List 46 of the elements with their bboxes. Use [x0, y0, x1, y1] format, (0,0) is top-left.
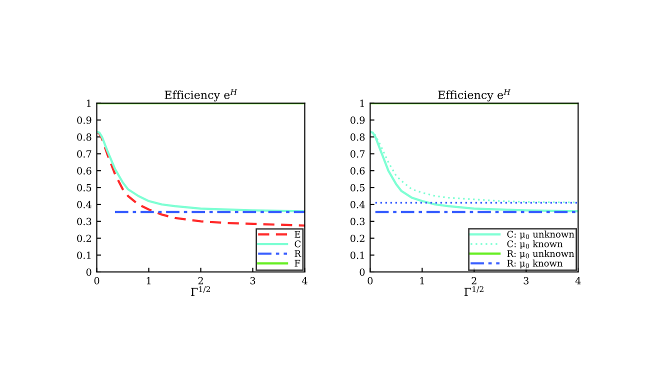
y-tick-label: 0.4	[77, 200, 92, 208]
x-tick-label: 4	[575, 277, 581, 284]
y-tick-label: 0.1	[350, 252, 364, 259]
legend-label: R: μ$_{0}$ known	[507, 260, 563, 268]
y-tick-label: 0.9	[350, 116, 365, 124]
y-tick-label: 0.8	[350, 133, 365, 141]
y-tick-label: 1	[360, 100, 364, 107]
x-tick-label: 4	[302, 277, 308, 284]
y-tick-label: 0.7	[77, 150, 92, 158]
x-axis-title: Γ$^{1/2}$	[191, 286, 210, 296]
legend-label: R: μ$_{0}$ unknown	[507, 250, 574, 259]
y-tick-label: 0.6	[350, 167, 365, 175]
chart-title: Efficiency e$^{H}$	[438, 89, 511, 102]
y-tick-label: 0.7	[350, 150, 365, 158]
y-tick-label: 0.1	[77, 252, 91, 259]
y-tick-label: 0.6	[77, 167, 92, 175]
x-tick-label: 1	[146, 277, 150, 284]
y-tick-label: 0.9	[77, 116, 92, 124]
y-tick-label: 0.2	[350, 234, 364, 242]
chart-title: Efficiency e$^{H}$	[164, 89, 238, 102]
y-tick-label: 0.2	[77, 234, 91, 242]
y-tick-label: 0.3	[77, 218, 92, 226]
y-tick-label: 0.8	[77, 133, 92, 141]
legend-label: E	[294, 230, 300, 238]
x-tick-label: 2	[198, 277, 203, 284]
y-tick-label: 0.4	[350, 200, 365, 208]
y-tick-label: 0.3	[350, 218, 365, 226]
x-tick-label: 1	[420, 277, 424, 284]
x-tick-label: 3	[524, 277, 529, 284]
legend-label: F	[294, 260, 300, 266]
x-tick-label: 3	[250, 277, 256, 284]
legend-label: C	[294, 240, 301, 248]
x-tick-label: 2	[472, 277, 476, 284]
x-tick-label: 0	[94, 277, 100, 284]
y-tick-label: 1	[86, 100, 91, 107]
y-tick-label: 0.5	[77, 184, 92, 192]
line-series	[96, 130, 305, 212]
y-tick-label: 0.5	[350, 184, 365, 192]
legend-label: C: μ$_{0}$ known	[507, 240, 563, 250]
legend-label: R	[294, 250, 302, 257]
x-axis-title: Γ$^{1/2}$	[464, 286, 484, 296]
y-tick-label: 0	[360, 268, 365, 276]
y-tick-label: 0	[86, 268, 92, 276]
legend-label: C: μ$_{0}$ unknown	[507, 230, 574, 240]
line-series	[96, 130, 305, 227]
x-tick-label: 0	[368, 277, 373, 284]
